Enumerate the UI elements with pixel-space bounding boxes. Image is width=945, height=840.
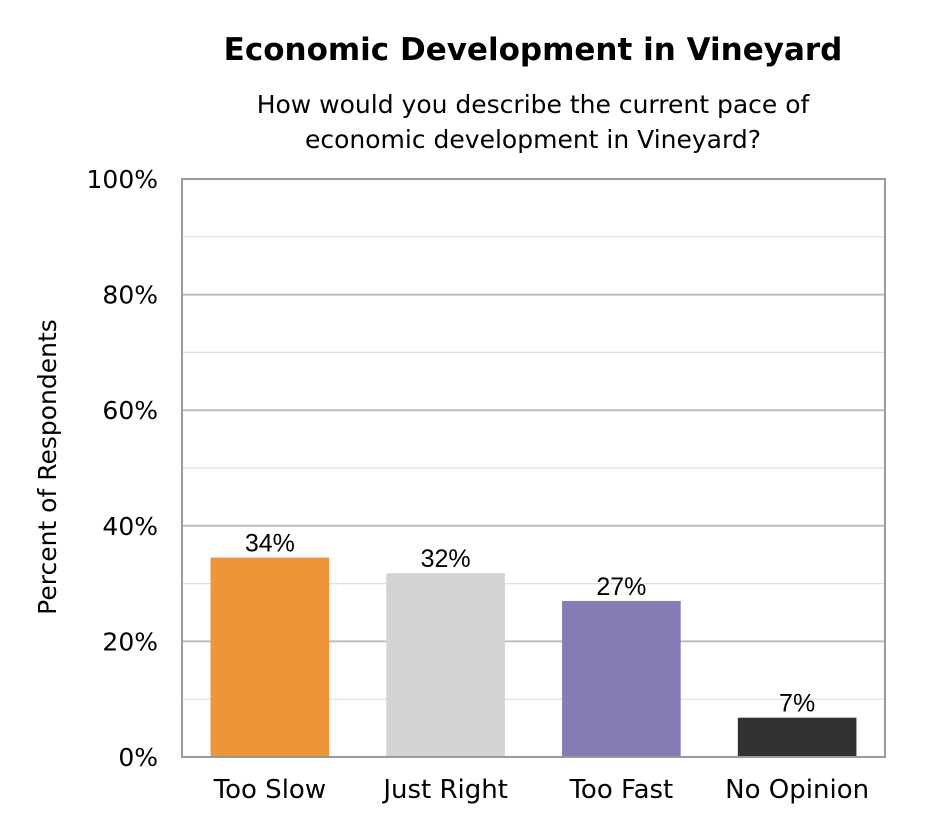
- y-tick-label-0: 0%: [118, 743, 158, 772]
- data-label-0: 34%: [245, 530, 295, 558]
- data-labels: 34% 32% 27% 7%: [245, 530, 815, 718]
- y-tick-label-2: 40%: [102, 512, 158, 541]
- chart-subtitle-line-2: economic development in Vineyard?: [305, 125, 761, 154]
- bar-1: [386, 573, 505, 757]
- chart-title: Economic Development in Vineyard: [224, 32, 843, 68]
- y-tick-label-4: 80%: [102, 281, 158, 310]
- data-label-3: 7%: [779, 690, 815, 718]
- y-tick-label-1: 20%: [102, 627, 158, 656]
- y-tick-label-5: 100%: [87, 165, 158, 194]
- bars: [210, 557, 857, 757]
- y-axis-label: Percent of Respondents: [33, 319, 62, 615]
- data-label-2: 27%: [596, 573, 646, 601]
- chart-subtitle-line-1: How would you describe the current pace …: [257, 90, 811, 119]
- y-tick-label-3: 60%: [102, 396, 158, 425]
- y-axis-ticks: 0% 20% 40% 60% 80% 100%: [87, 165, 158, 772]
- x-axis-categories: Too Slow Just Right Too Fast No Opinion: [213, 775, 869, 805]
- category-label-3: No Opinion: [725, 775, 869, 805]
- category-label-1: Just Right: [381, 775, 508, 805]
- category-label-0: Too Slow: [213, 775, 326, 805]
- bar-0: [210, 557, 330, 757]
- plot-area-border: [181, 178, 886, 758]
- bar-2: [562, 600, 681, 757]
- data-label-1: 32%: [421, 545, 471, 573]
- category-label-2: Too Fast: [568, 775, 673, 805]
- bar-3: [737, 717, 857, 757]
